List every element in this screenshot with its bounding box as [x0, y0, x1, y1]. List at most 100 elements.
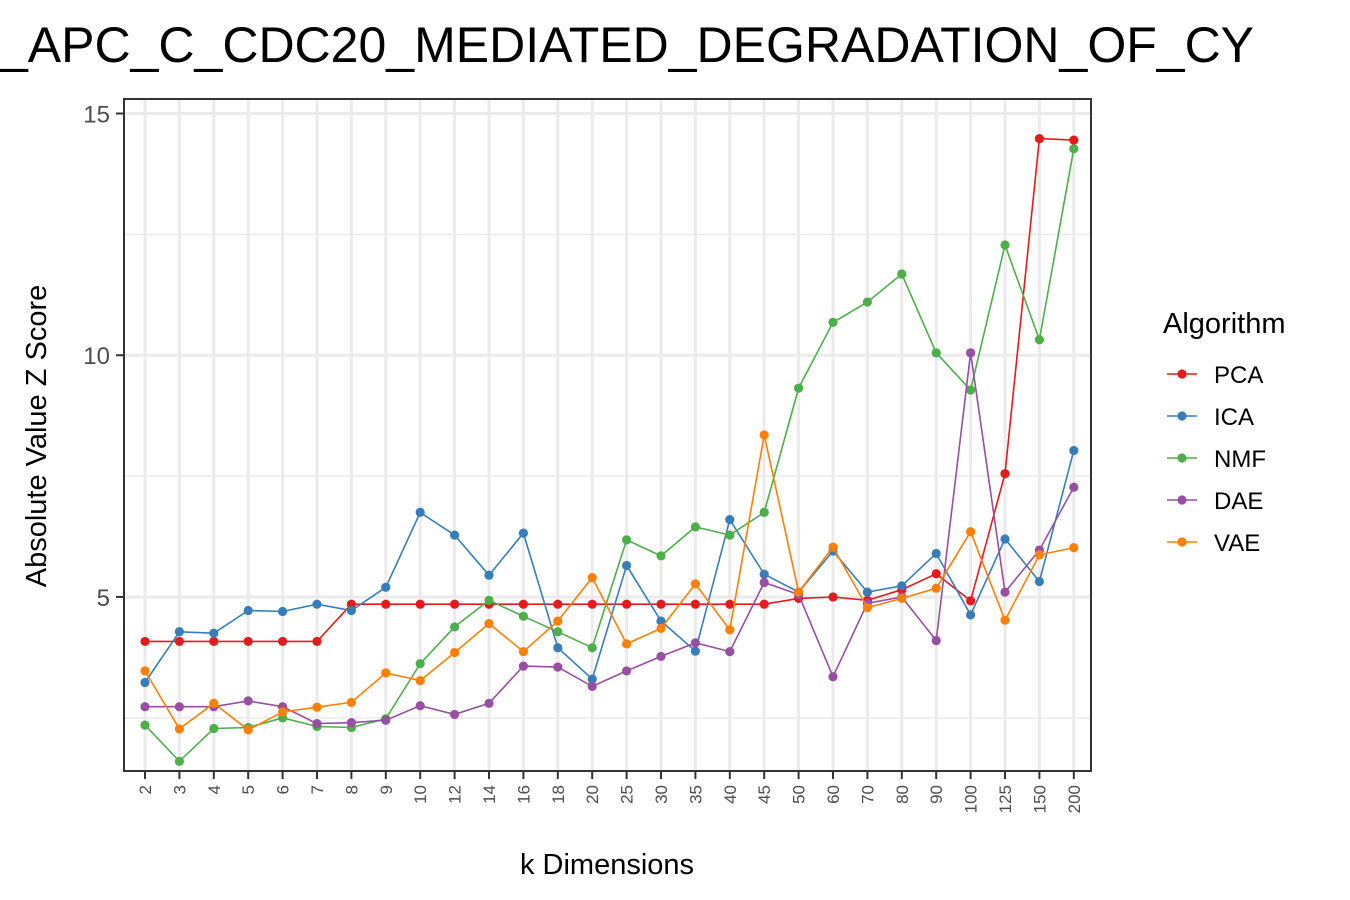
legend-label: DAE: [1214, 488, 1263, 515]
chart-title: _APC_C_CDC20_MEDIATED_DEGRADATION_OF_CY: [0, 17, 1254, 73]
data-point: [381, 599, 391, 609]
series-line: [144, 148, 1075, 763]
grid: [124, 99, 1091, 771]
data-point: [966, 348, 976, 358]
data-point: [1034, 550, 1044, 560]
data-point: [828, 542, 838, 552]
data-point: [174, 627, 184, 637]
data-point: [484, 618, 494, 629]
data-point: [759, 430, 769, 440]
x-tick-label: 2: [136, 785, 155, 794]
series-pca: [140, 134, 1079, 647]
legend-marker: [1177, 495, 1187, 505]
x-tick-label: 100: [962, 785, 981, 813]
y-tick-label: 15: [83, 102, 110, 129]
x-tick-label: 150: [1030, 785, 1049, 813]
data-point: [415, 659, 425, 669]
data-point: [622, 535, 632, 545]
data-point: [346, 599, 356, 609]
data-point: [312, 702, 322, 712]
data-point: [140, 720, 150, 730]
data-point: [759, 599, 769, 609]
series-line: [144, 450, 1075, 683]
data-point: [450, 622, 460, 632]
legend-marker: [1177, 369, 1187, 379]
data-point: [622, 666, 632, 676]
data-point: [450, 530, 460, 540]
data-point: [1000, 587, 1010, 597]
data-point: [1000, 240, 1010, 250]
data-point: [828, 317, 838, 327]
x-tick-label: 14: [480, 785, 499, 804]
data-point: [381, 715, 391, 725]
legend-item-pca: PCA: [1167, 362, 1263, 389]
data-point: [931, 583, 941, 593]
data-point: [346, 605, 356, 616]
x-tick-label: 50: [790, 785, 809, 804]
data-point: [862, 587, 873, 597]
data-point: [622, 599, 632, 609]
data-point: [1069, 543, 1079, 553]
data-point: [243, 605, 253, 616]
plot-panel-border: [123, 98, 1092, 772]
x-tick-label: 40: [721, 785, 740, 804]
x-tick-label: 10: [411, 785, 430, 804]
series-layer: [140, 134, 1079, 766]
data-point: [484, 570, 494, 580]
series-ica: [140, 445, 1079, 688]
data-point: [587, 674, 597, 684]
data-point: [656, 651, 666, 662]
legend-item-nmf: NMF: [1167, 446, 1266, 473]
x-tick-label: 16: [514, 785, 533, 804]
data-point: [1000, 534, 1010, 544]
data-point: [450, 709, 460, 720]
data-point: [1034, 335, 1044, 345]
data-point: [209, 628, 219, 638]
data-point: [587, 599, 597, 609]
data-point: [484, 698, 494, 708]
data-point: [243, 696, 253, 706]
legend-label: PCA: [1214, 362, 1263, 389]
legend: Algorithm PCA ICA NMF DAE VAE: [1163, 308, 1286, 557]
data-point: [553, 616, 563, 626]
data-point: [759, 577, 769, 588]
data-point: [312, 599, 322, 609]
data-point: [174, 636, 184, 647]
data-point: [1069, 135, 1079, 145]
data-point: [656, 599, 666, 609]
x-tick-label: 3: [170, 785, 189, 794]
data-point: [794, 383, 804, 393]
data-point: [518, 599, 529, 609]
data-point: [656, 551, 666, 561]
data-point: [725, 625, 735, 635]
data-point: [966, 610, 976, 620]
data-point: [415, 507, 425, 517]
data-point: [931, 569, 941, 579]
legend-item-ica: ICA: [1167, 404, 1254, 431]
data-point: [622, 560, 632, 571]
data-point: [484, 595, 494, 605]
data-point: [140, 702, 150, 712]
y-tick-label: 10: [83, 343, 110, 370]
data-point: [243, 636, 253, 647]
x-tick-label: 18: [549, 785, 568, 804]
x-tick-label: 5: [239, 785, 258, 794]
x-tick-label: 20: [583, 785, 602, 804]
data-point: [174, 724, 184, 734]
data-point: [1000, 615, 1010, 625]
data-point: [450, 599, 460, 609]
data-point: [587, 573, 597, 583]
data-point: [794, 587, 804, 597]
data-point: [690, 579, 701, 589]
data-point: [381, 582, 391, 592]
legend-label: ICA: [1214, 404, 1254, 431]
data-point: [553, 627, 563, 637]
data-point: [346, 697, 356, 707]
x-tick-label: 90: [927, 785, 946, 804]
data-point: [518, 528, 529, 538]
data-point: [312, 636, 322, 647]
data-point: [278, 606, 288, 617]
data-point: [312, 719, 322, 729]
legend-marker: [1177, 411, 1187, 421]
